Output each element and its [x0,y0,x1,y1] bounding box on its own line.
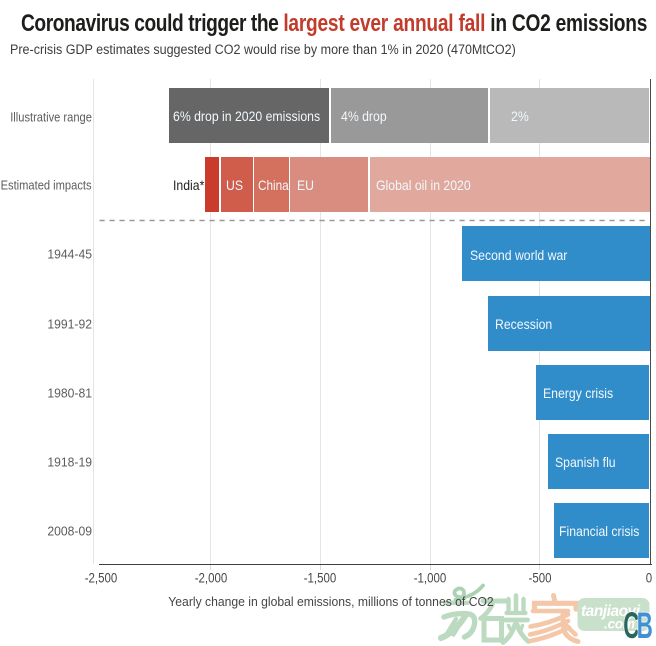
svg-text:.com: .com [604,617,635,632]
svg-text:B: B [637,605,653,646]
svg-text:tanjiaoyi: tanjiaoyi [581,603,641,620]
svg-text:C: C [623,605,639,646]
